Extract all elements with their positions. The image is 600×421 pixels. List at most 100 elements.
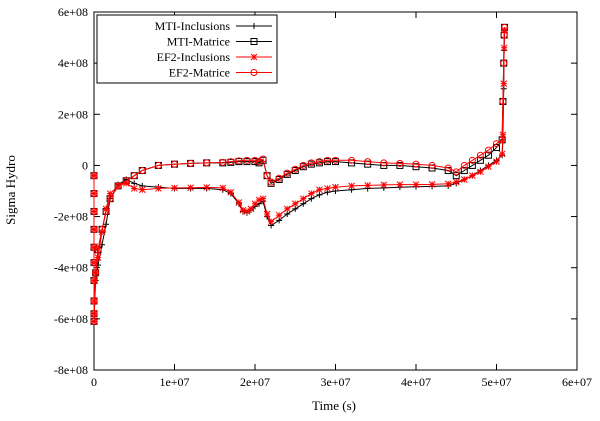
data-point	[235, 199, 243, 206]
data-point	[444, 180, 452, 188]
data-point	[259, 195, 267, 203]
data-point	[227, 188, 235, 196]
data-point	[485, 163, 492, 171]
data-point	[500, 31, 508, 39]
x-tick-label: 6e+07	[562, 375, 592, 389]
data-point	[155, 185, 162, 192]
x-axis-label: Time (s)	[312, 398, 356, 413]
data-point	[308, 195, 315, 202]
data-point	[267, 218, 275, 226]
data-point	[499, 98, 507, 105]
data-point	[263, 172, 271, 180]
data-point	[468, 156, 476, 164]
series-layer	[90, 23, 509, 325]
data-point	[171, 184, 178, 192]
data-point	[292, 205, 299, 212]
data-point	[263, 210, 271, 218]
data-point	[98, 225, 106, 233]
data-point	[131, 180, 138, 187]
data-point	[187, 184, 194, 192]
data-point	[364, 158, 372, 166]
data-point	[493, 144, 500, 152]
y-tick-label: 2e+08	[58, 107, 88, 121]
data-point	[396, 181, 404, 188]
data-point	[476, 151, 484, 159]
data-point	[332, 183, 339, 191]
legend-marker	[250, 69, 258, 76]
y-tick-label: 4e+08	[58, 56, 88, 70]
data-point	[412, 160, 420, 168]
data-point	[276, 217, 283, 224]
y-tick-label: 0	[82, 158, 88, 172]
data-point	[94, 254, 102, 261]
data-point	[323, 156, 331, 164]
data-point	[299, 161, 307, 169]
data-point	[380, 159, 388, 167]
data-point	[94, 246, 102, 254]
data-point	[332, 156, 339, 164]
series-line	[93, 27, 506, 322]
data-point	[90, 172, 98, 180]
data-point	[428, 161, 436, 169]
data-point	[106, 195, 114, 203]
x-tick-label: 5e+07	[481, 375, 511, 389]
y-tick-label: -4e+08	[54, 261, 88, 275]
legend-label: MTI-Matrice	[167, 35, 230, 49]
data-point	[484, 146, 492, 154]
y-tick-label: 6e+08	[58, 5, 88, 19]
data-point	[130, 185, 138, 192]
data-point	[251, 200, 259, 208]
data-point	[243, 156, 251, 164]
y-tick-label: -2e+08	[54, 210, 88, 224]
data-point	[316, 191, 323, 198]
data-point	[468, 172, 476, 180]
data-point	[102, 207, 110, 215]
data-point	[307, 190, 315, 197]
data-point	[130, 172, 138, 180]
data-point	[291, 165, 299, 173]
data-point	[498, 136, 506, 144]
data-point	[203, 159, 211, 167]
data-point	[259, 155, 267, 163]
data-point	[227, 158, 235, 166]
data-point	[275, 211, 283, 219]
data-point	[315, 158, 323, 166]
data-point	[239, 206, 247, 214]
x-tick-label: 4e+07	[401, 375, 431, 389]
data-point	[300, 200, 307, 207]
data-point	[122, 177, 130, 185]
legend-marker	[251, 23, 257, 29]
data-point	[247, 205, 255, 213]
y-tick-label: -8e+08	[54, 363, 88, 377]
data-point	[90, 259, 98, 267]
data-point	[235, 157, 243, 165]
data-point	[283, 169, 291, 177]
data-point	[283, 205, 291, 213]
data-point	[498, 150, 506, 158]
data-point	[275, 174, 283, 182]
y-axis-label: Sigma Hydro	[3, 155, 18, 225]
y-tick-label: -6e+08	[54, 312, 88, 326]
data-point	[219, 158, 227, 166]
data-point	[243, 208, 251, 215]
data-point	[396, 159, 404, 167]
legend-marker	[250, 53, 258, 61]
data-point	[90, 318, 98, 325]
data-point	[90, 172, 98, 180]
data-point	[499, 131, 507, 139]
data-point	[452, 168, 460, 176]
data-point	[460, 167, 468, 175]
data-point	[90, 297, 98, 305]
data-point	[460, 161, 468, 169]
data-point	[484, 151, 492, 159]
data-point	[90, 190, 98, 198]
data-point	[92, 269, 100, 277]
data-point	[138, 186, 146, 194]
data-point	[477, 168, 484, 176]
data-point	[251, 156, 259, 164]
x-tick-label: 0	[91, 375, 97, 389]
data-point	[468, 161, 476, 169]
data-point	[460, 176, 468, 183]
